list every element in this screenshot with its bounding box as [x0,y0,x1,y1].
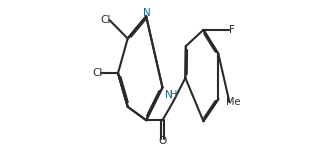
Text: O: O [158,136,167,146]
Text: Me: Me [226,97,240,107]
Text: N: N [143,9,151,18]
Text: F: F [229,25,235,35]
Text: N: N [165,90,173,100]
Text: Cl: Cl [92,68,102,78]
Text: Cl: Cl [101,15,111,25]
Text: H: H [170,90,178,100]
